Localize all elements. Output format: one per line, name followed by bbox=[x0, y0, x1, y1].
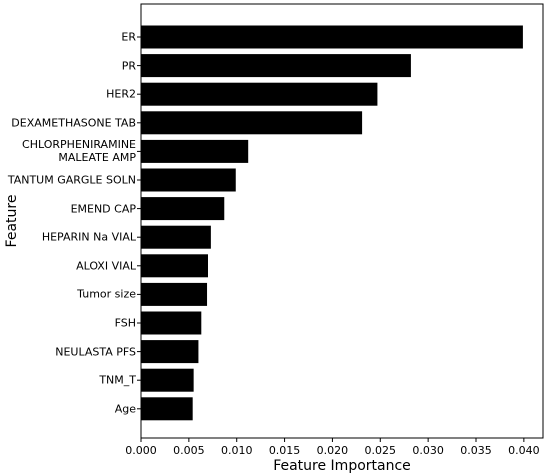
x-tick-label: 0.025 bbox=[365, 444, 397, 457]
y-axis-label: Feature bbox=[4, 195, 20, 248]
x-tick-label: 0.030 bbox=[412, 444, 444, 457]
y-tick-label: EMEND CAP bbox=[70, 202, 136, 216]
y-tick-label: TANTUM GARGLE SOLN bbox=[7, 173, 136, 187]
x-tick-label: 0.000 bbox=[125, 444, 157, 457]
bar bbox=[141, 397, 193, 421]
y-tick-label: CHLORPHENIRAMINE MALEATE AMP bbox=[22, 138, 136, 165]
bar bbox=[141, 340, 199, 364]
x-tick-label: 0.040 bbox=[508, 444, 540, 457]
plot-frame bbox=[140, 3, 544, 439]
bar bbox=[141, 225, 211, 249]
y-tick-label: Age bbox=[114, 402, 136, 416]
y-tick-label: PR bbox=[121, 59, 136, 73]
y-tick-label: NEULASTA PFS bbox=[55, 345, 136, 359]
bar bbox=[141, 139, 249, 163]
bar bbox=[141, 168, 236, 192]
bar bbox=[141, 254, 208, 278]
bar bbox=[141, 368, 194, 392]
y-tick-label: HER2 bbox=[106, 87, 136, 101]
bar bbox=[141, 82, 378, 106]
bar bbox=[141, 25, 523, 49]
x-tick-label: 0.020 bbox=[317, 444, 349, 457]
y-tick-label: TNM_T bbox=[99, 373, 136, 387]
bar bbox=[141, 282, 208, 306]
bar bbox=[141, 311, 202, 335]
y-tick-label: FSH bbox=[114, 316, 136, 330]
x-axis-label: Feature Importance bbox=[273, 458, 411, 474]
x-tick-label: 0.010 bbox=[221, 444, 253, 457]
bar bbox=[141, 197, 225, 221]
bar bbox=[141, 111, 363, 135]
y-tick-label: ER bbox=[121, 30, 136, 44]
x-tick-label: 0.015 bbox=[269, 444, 301, 457]
x-tick-label: 0.035 bbox=[460, 444, 492, 457]
x-tick-label: 0.005 bbox=[173, 444, 205, 457]
y-tick-label: HEPARIN Na VIAL bbox=[41, 230, 136, 244]
y-tick-label: Tumor size bbox=[77, 287, 136, 301]
y-tick-label: DEXAMETHASONE TAB bbox=[11, 116, 136, 130]
bar bbox=[141, 54, 411, 78]
y-tick-label: ALOXI VIAL bbox=[76, 259, 136, 273]
